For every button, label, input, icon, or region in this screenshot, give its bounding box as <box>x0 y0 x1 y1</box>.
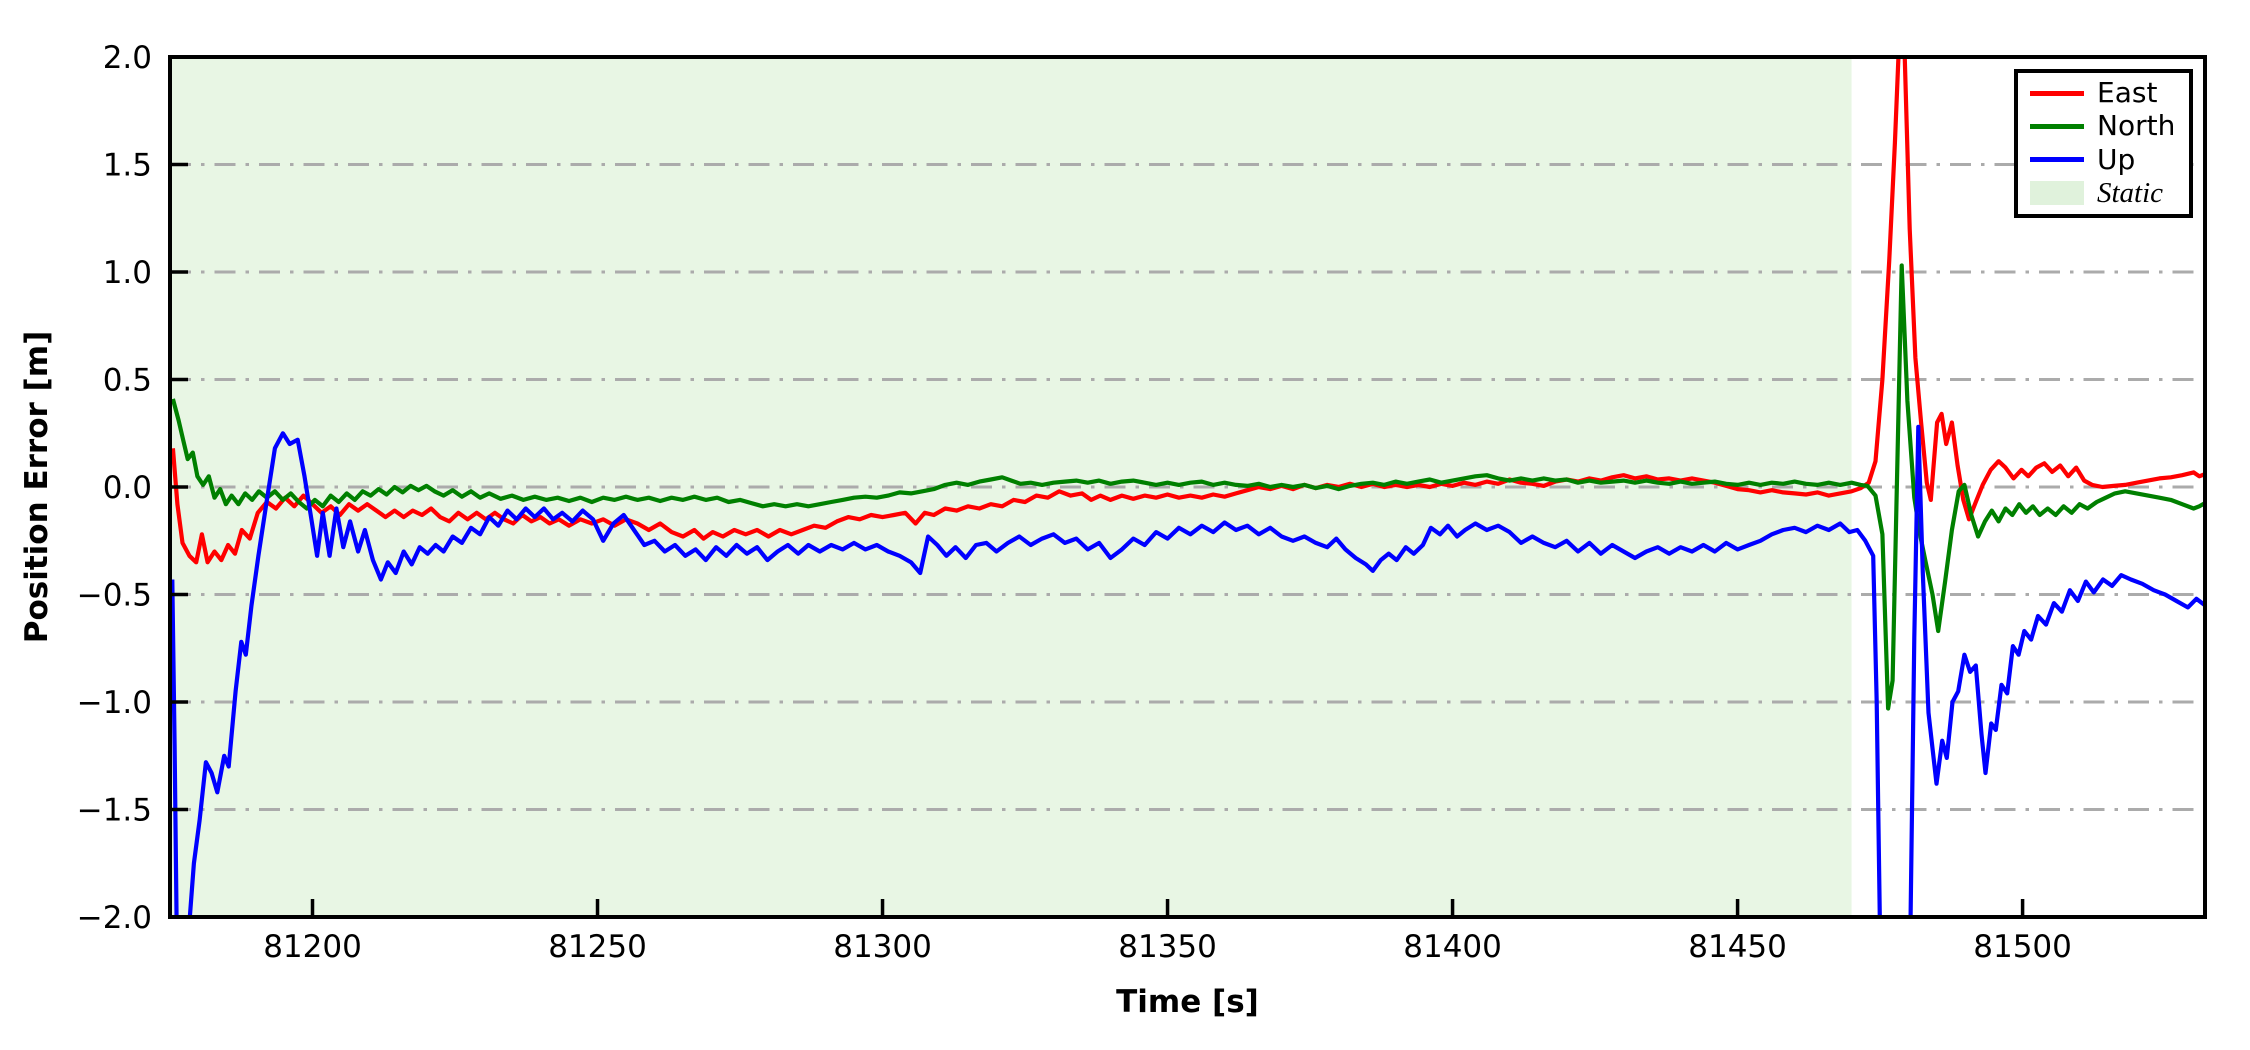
legend-item-north: North <box>2030 112 2177 140</box>
y-tick-label: 0.0 <box>103 470 152 506</box>
y-tick-label: 1.0 <box>103 255 152 291</box>
series-north-line <box>170 263 2205 711</box>
y-tick-label: 2.0 <box>103 40 152 76</box>
x-axis-label: Time [s] <box>1116 984 1259 1020</box>
legend-up-label: Up <box>2097 142 2136 176</box>
legend-north-label: North <box>2097 109 2176 143</box>
x-tick-label: 81450 <box>1688 929 1787 965</box>
y-tick-label: 1.5 <box>103 148 152 184</box>
y-axis-label: Position Error [m] <box>19 330 55 644</box>
plot-border <box>168 55 2207 919</box>
legend-east-label: East <box>2097 76 2158 110</box>
legend: East North Up Static <box>2014 69 2193 218</box>
legend-item-up: Up <box>2030 142 2177 176</box>
y-tick-label: −2.0 <box>77 900 152 936</box>
legend-up-line-swatch <box>2030 157 2084 163</box>
x-tick-label: 81500 <box>1973 929 2072 965</box>
y-tick-label: 0.5 <box>103 363 152 399</box>
legend-static-patch-swatch <box>2030 181 2084 206</box>
x-tick-label: 81400 <box>1403 929 1502 965</box>
legend-item-static: Static <box>2030 176 2177 209</box>
y-tick-label: −1.0 <box>77 685 152 721</box>
y-tick-label: −0.5 <box>77 578 152 614</box>
series-east-line <box>170 57 2205 565</box>
x-tick-label: 81350 <box>1118 929 1217 965</box>
series-up-line <box>170 424 2205 917</box>
x-tick-label: 81200 <box>263 929 362 965</box>
legend-item-east: East <box>2030 79 2177 107</box>
legend-static-label: Static <box>2097 176 2164 209</box>
legend-east-line-swatch <box>2030 90 2084 96</box>
y-tick-label: −1.5 <box>77 793 152 829</box>
x-tick-label: 81300 <box>833 929 932 965</box>
legend-north-line-swatch <box>2030 123 2084 129</box>
x-tick-label: 81250 <box>548 929 647 965</box>
